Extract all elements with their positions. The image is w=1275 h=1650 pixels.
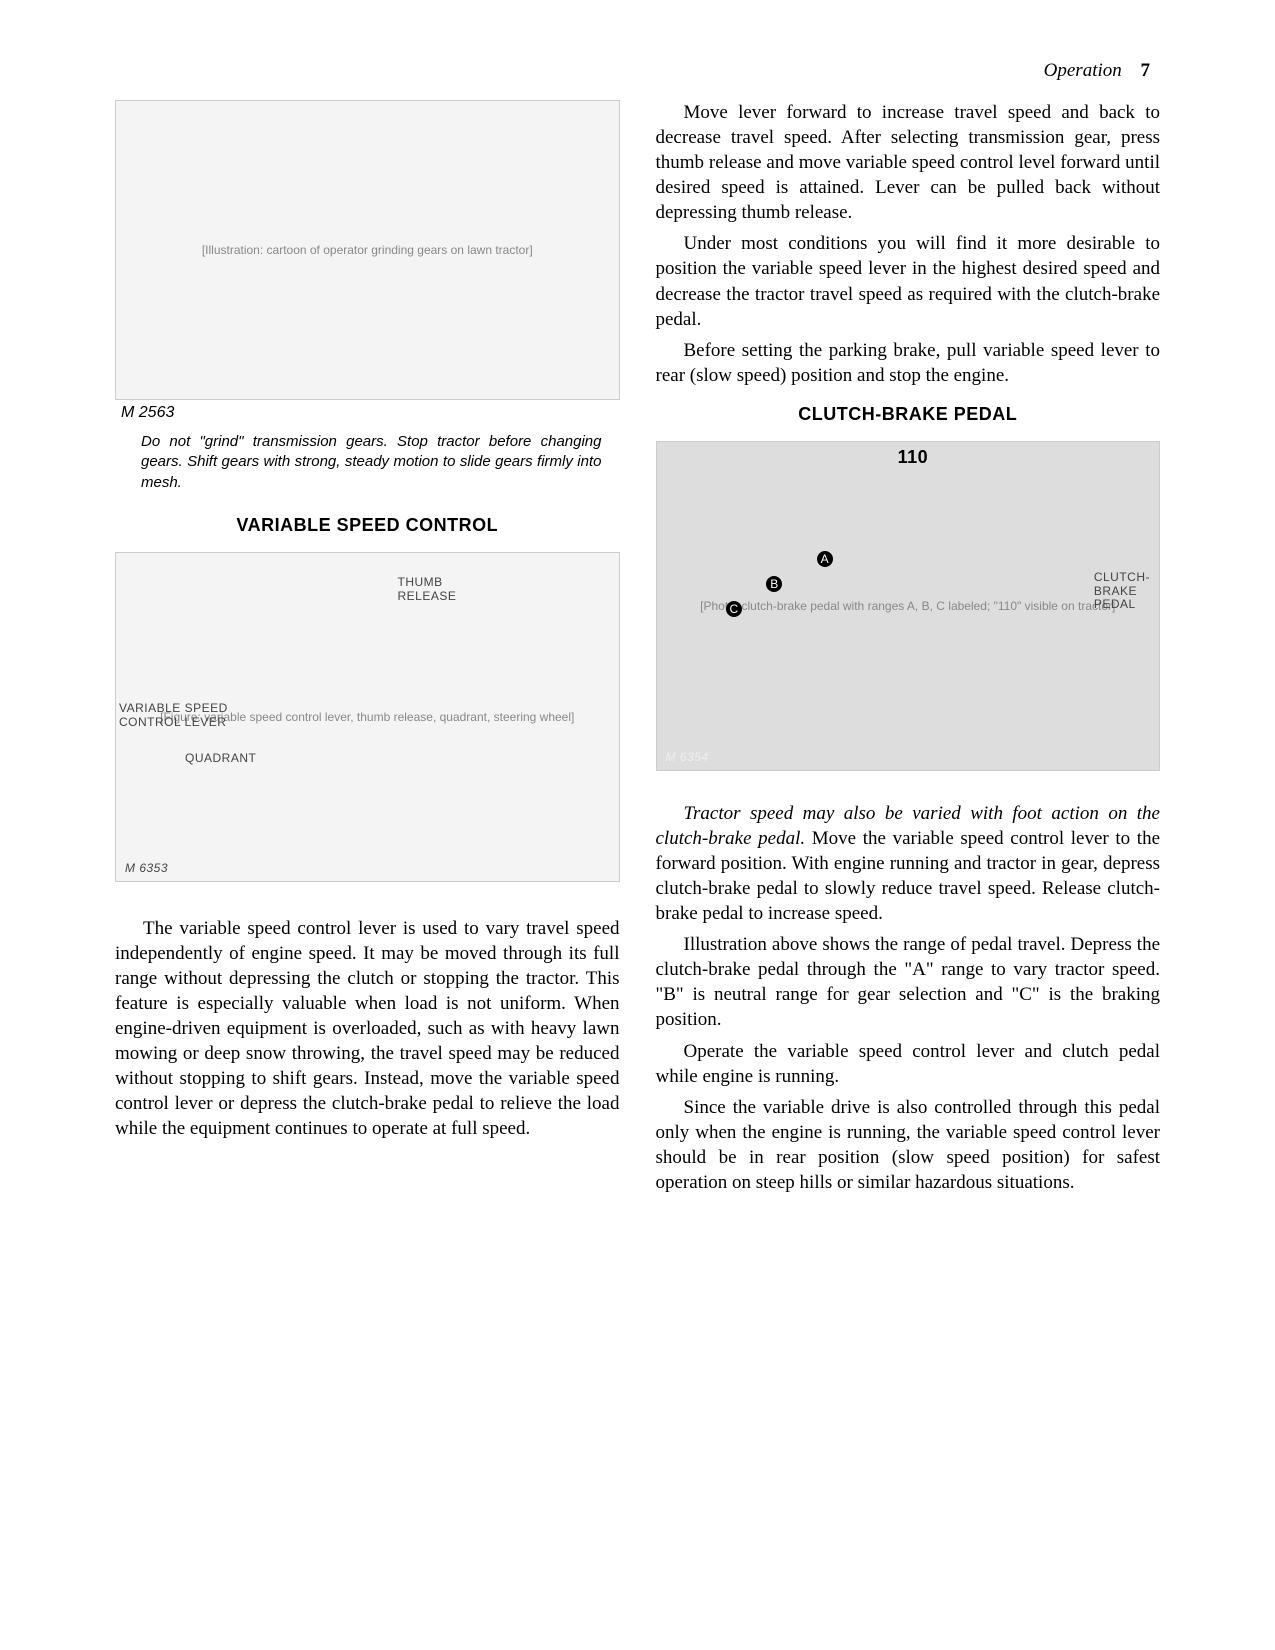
annot-c: C xyxy=(726,601,742,617)
spacer xyxy=(115,890,620,916)
figure-cartoon: [Illustration: cartoon of operator grind… xyxy=(115,100,620,422)
right-para-7: Since the variable drive is also control… xyxy=(656,1095,1161,1195)
right-para-6: Operate the variable speed control lever… xyxy=(656,1039,1161,1089)
right-para-4: Tractor speed may also be varied with fo… xyxy=(656,801,1161,926)
figure-cartoon-caption: Do not "grind" transmission gears. Stop … xyxy=(141,432,602,493)
annot-thumb-release: THUMB RELEASE xyxy=(398,576,457,604)
annot-110: 110 xyxy=(898,447,929,468)
page: Operation 7 [Illustration: cartoon of op… xyxy=(0,0,1275,1261)
page-header: Operation 7 xyxy=(115,60,1160,82)
header-section: Operation xyxy=(1044,60,1122,81)
heading-clutch-brake: CLUTCH-BRAKE PEDAL xyxy=(656,404,1161,425)
right-para-3: Before setting the parking brake, pull v… xyxy=(656,338,1161,388)
left-para-1: The variable speed control lever is used… xyxy=(115,916,620,1142)
annot-pedal: CLUTCH- BRAKE PEDAL xyxy=(1094,571,1150,612)
right-para-1: Move lever forward to increase travel sp… xyxy=(656,100,1161,225)
figure-variable-speed: [Figure: variable speed control lever, t… xyxy=(115,552,620,882)
header-page-number: 7 xyxy=(1141,60,1151,81)
annot-speed-lever: VARIABLE SPEED CONTROL LEVER xyxy=(119,702,228,730)
figure-cartoon-image: [Illustration: cartoon of operator grind… xyxy=(115,100,620,400)
right-para-5: Illustration above shows the range of pe… xyxy=(656,932,1161,1032)
annot-fig3-id: M 6354 xyxy=(666,751,709,765)
right-column: Move lever forward to increase travel sp… xyxy=(656,100,1161,1201)
heading-variable-speed: VARIABLE SPEED CONTROL xyxy=(115,515,620,536)
left-column: [Illustration: cartoon of operator grind… xyxy=(115,100,620,1201)
two-column-layout: [Illustration: cartoon of operator grind… xyxy=(115,100,1160,1201)
annot-quadrant: QUADRANT xyxy=(185,752,256,766)
spacer xyxy=(656,779,1161,801)
annot-a: A xyxy=(817,551,833,567)
annot-fig2-id: M 6353 xyxy=(125,862,168,876)
figure-clutch-brake: [Photo: clutch-brake pedal with ranges A… xyxy=(656,441,1161,771)
right-para-2: Under most conditions you will find it m… xyxy=(656,231,1161,331)
figure-cartoon-id: M 2563 xyxy=(121,404,620,422)
